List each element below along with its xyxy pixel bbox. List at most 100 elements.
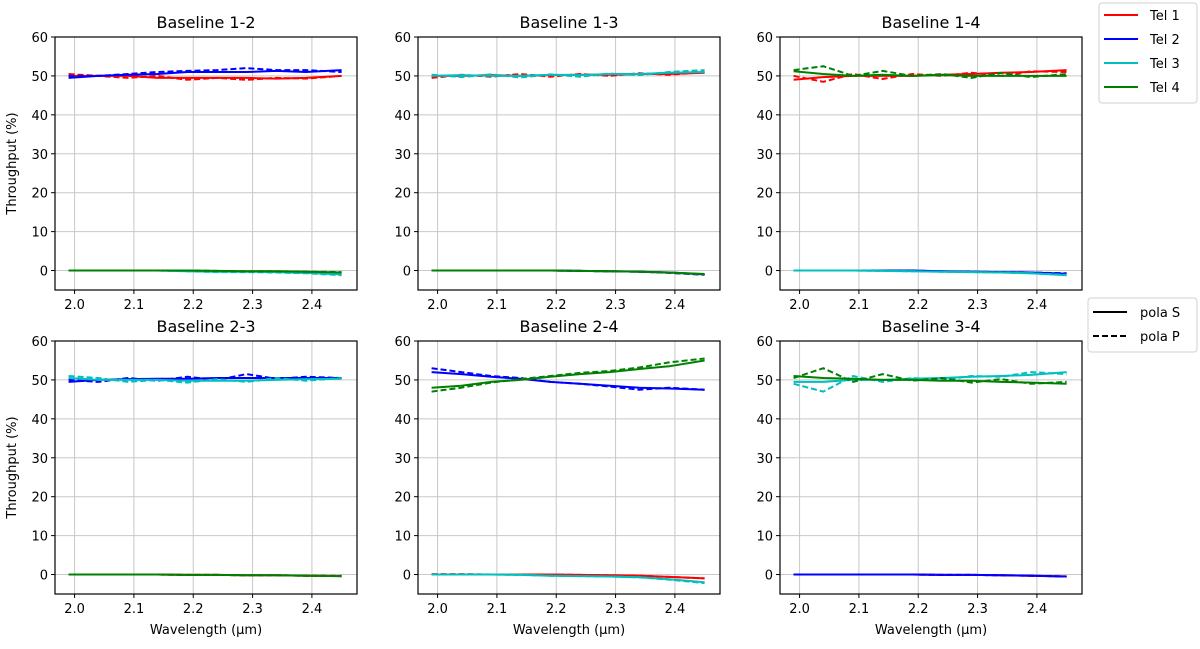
x-tick-label: 2.3 <box>242 602 263 617</box>
axes-frame <box>54 36 358 291</box>
y-tick-label: 60 <box>31 335 48 350</box>
x-tick-label: 2.0 <box>427 602 448 617</box>
subplot-title: Baseline 2-4 <box>519 317 618 336</box>
legend-label: Tel 3 <box>1149 57 1180 72</box>
y-tick-label: 60 <box>31 31 48 46</box>
y-axis-label: Throughput (%) <box>5 416 20 519</box>
legend-label: Tel 1 <box>1149 9 1180 24</box>
series-line-tel4-pola-s <box>68 573 342 578</box>
y-tick-label: 0 <box>40 265 48 280</box>
x-tick-label: 2.0 <box>64 602 85 617</box>
legend-telescopes: Tel 1 Tel 2 Tel 3 Tel 4 <box>1098 2 1198 104</box>
y-tick-label: 10 <box>31 226 48 241</box>
x-tick-label: 2.2 <box>546 298 567 313</box>
axes-frame <box>417 36 721 291</box>
x-axis-label: Wavelength (μm) <box>150 623 262 638</box>
x-tick-label: 2.1 <box>849 298 870 313</box>
series-group <box>68 67 342 277</box>
x-tick-label: 2.4 <box>302 602 323 617</box>
x-tick-label: 2.4 <box>665 602 686 617</box>
y-tick-label: 10 <box>756 530 773 545</box>
x-tick-label: 2.2 <box>908 602 929 617</box>
x-tick-label: 2.1 <box>487 298 508 313</box>
x-tick-label: 2.4 <box>302 298 323 313</box>
series-line-tel3-pola-s <box>68 377 342 382</box>
x-tick-label: 2.1 <box>124 298 145 313</box>
x-tick-label: 2.0 <box>789 298 810 313</box>
legend-box <box>1098 2 1198 104</box>
y-tick-label: 20 <box>394 491 411 506</box>
y-tick-label: 10 <box>756 226 773 241</box>
subplot-title: Baseline 2-3 <box>156 317 255 336</box>
y-tick-label: 40 <box>756 109 773 124</box>
series-line-tel2-pola-s <box>431 371 705 391</box>
y-tick-label: 30 <box>756 452 773 467</box>
series-line-tel4-pola-p <box>431 357 705 393</box>
y-tick-label: 0 <box>765 265 773 280</box>
y-axis-label: Throughput (%) <box>5 112 20 215</box>
x-tick-label: 2.2 <box>908 298 929 313</box>
axes-frame <box>417 340 721 595</box>
y-tick-label: 10 <box>394 530 411 545</box>
y-tick-label: 20 <box>31 491 48 506</box>
subplot-title: Baseline 3-4 <box>881 317 980 336</box>
subplot-3: 0 10 20 30 40 50 60 2.0 2.1 2.2 2.3 2.4 Baseline 1-4 <box>756 13 1083 313</box>
y-tick-label: 50 <box>756 70 773 85</box>
x-tick-label: 2.4 <box>1027 602 1048 617</box>
y-tick-label: 20 <box>31 187 48 202</box>
x-tick-label: 2.0 <box>64 298 85 313</box>
x-tick-label: 2.3 <box>967 602 988 617</box>
series-line-tel3-pola-s <box>431 71 705 77</box>
series-group <box>793 367 1067 578</box>
y-tick-label: 0 <box>40 569 48 584</box>
series-group <box>431 357 705 585</box>
legend-label: Tel 4 <box>1149 81 1180 96</box>
legend-label: Tel 2 <box>1149 33 1180 48</box>
x-tick-label: 2.3 <box>605 602 626 617</box>
y-tick-label: 50 <box>394 374 411 389</box>
series-line-tel3-pola-s <box>793 269 1067 277</box>
series-group <box>793 65 1067 277</box>
subplot-title: Baseline 1-3 <box>519 13 618 32</box>
series-line-tel4-pola-p <box>793 65 1067 79</box>
series-line-tel3-pola-s <box>431 573 705 584</box>
x-tick-label: 2.4 <box>665 298 686 313</box>
x-tick-label: 2.1 <box>124 602 145 617</box>
x-tick-label: 2.0 <box>427 298 448 313</box>
x-axis-label: Wavelength (μm) <box>513 623 625 638</box>
axes-frame <box>779 340 1083 595</box>
y-tick-label: 60 <box>394 31 411 46</box>
y-tick-label: 10 <box>394 226 411 241</box>
series-group <box>68 373 342 578</box>
subplot-6: 0 10 20 30 40 50 60 2.0 2.1 2.2 2.3 2.4 Baseline 3-4… <box>756 317 1083 638</box>
series-line-tel2-pola-s <box>793 573 1067 578</box>
x-tick-label: 2.1 <box>849 602 870 617</box>
y-tick-label: 40 <box>394 413 411 428</box>
y-tick-label: 50 <box>31 70 48 85</box>
subplot-4: 0 10 20 30 40 50 60 2.0 2.1 2.2 2.3 2.4 Baseline 2-3… <box>5 317 358 638</box>
subplot-title: Baseline 1-4 <box>881 13 980 32</box>
y-tick-label: 30 <box>31 452 48 467</box>
x-tick-label: 2.1 <box>487 602 508 617</box>
y-tick-label: 20 <box>756 491 773 506</box>
series-line-tel2-pola-s <box>68 69 342 79</box>
subplot-5: 0 10 20 30 40 50 60 2.0 2.1 2.2 2.3 2.4 Baseline 2-4… <box>394 317 721 638</box>
legend-label: pola S <box>1140 306 1180 321</box>
series-line-tel4-pola-s <box>431 359 705 389</box>
x-axis-label: Wavelength (μm) <box>875 623 987 638</box>
subplot-1: 0 10 20 30 40 50 60 2.0 2.1 2.2 2.3 2.4 Baseline 1-2… <box>5 13 358 313</box>
y-tick-label: 20 <box>756 187 773 202</box>
x-tick-label: 2.3 <box>605 298 626 313</box>
y-tick-label: 60 <box>756 335 773 350</box>
axes-frame <box>54 340 358 595</box>
y-tick-label: 50 <box>756 374 773 389</box>
y-tick-label: 60 <box>394 335 411 350</box>
y-tick-label: 40 <box>31 413 48 428</box>
axes-frame <box>779 36 1083 291</box>
y-tick-label: 0 <box>403 569 411 584</box>
y-tick-label: 10 <box>31 530 48 545</box>
legend-polarization: pola S pola P <box>1087 297 1198 353</box>
y-tick-label: 50 <box>394 70 411 85</box>
y-tick-label: 50 <box>31 374 48 389</box>
